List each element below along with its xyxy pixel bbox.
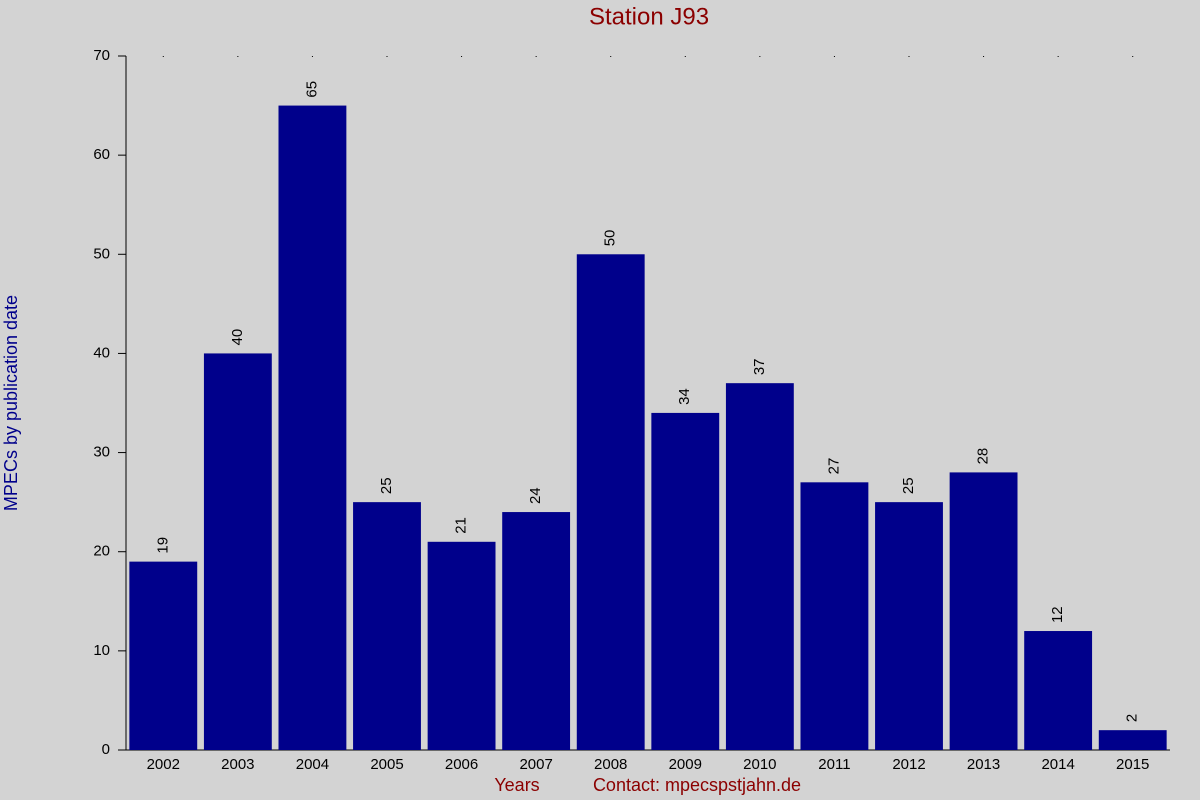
top-tick [610,56,612,57]
bar [576,254,645,751]
bar [278,105,347,751]
y-tick-label: 10 [93,642,110,659]
top-tick [162,56,164,57]
top-tick [983,56,985,57]
value-label: 12 [1049,606,1066,623]
x-tick-label: 2005 [370,756,403,773]
x-tick-label: 2012 [892,756,925,773]
x-tick-label: 2011 [818,756,850,773]
y-tick-label: 0 [102,741,110,758]
y-tick-label: 30 [93,444,110,461]
value-label: 2 [1124,714,1141,722]
value-label: 28 [975,448,992,465]
bar [129,561,198,750]
value-label: 37 [751,358,768,375]
x-tick-label: 2004 [296,756,329,773]
bar [949,472,1018,750]
x-tick-label: 2010 [743,756,776,773]
bar [353,502,421,750]
value-label: 25 [378,477,395,494]
y-tick-label: 70 [93,47,110,64]
value-label: 19 [154,537,171,554]
bar [875,502,943,750]
bar [800,482,869,750]
top-tick [461,56,463,57]
top-tick [759,56,761,57]
chart-title: Station J93 [589,3,709,30]
top-tick [1057,56,1059,57]
top-tick [535,56,537,57]
bar [502,512,571,750]
bar [1098,730,1167,750]
value-label: 65 [303,81,320,98]
x-tick-label: 2007 [519,756,552,773]
x-tick-label: 2013 [967,756,1000,773]
y-tick-label: 50 [93,245,110,262]
bar [725,383,794,750]
value-label: 50 [602,230,619,247]
top-tick [684,56,686,57]
top-tick [311,56,313,57]
x-axis-label: Years [494,775,539,795]
y-axis-label: MPECs by publication date [1,295,21,511]
x-tick-label: 2009 [669,756,702,773]
bar [1024,631,1093,750]
top-tick [386,56,388,57]
x-tick-label: 2008 [594,756,627,773]
x-tick-label: 2002 [147,756,180,773]
bar [427,541,496,750]
x-tick-label: 2015 [1116,756,1149,773]
value-label: 34 [676,388,693,405]
bar [651,412,720,750]
y-tick-label: 40 [93,344,110,361]
value-label: 25 [900,477,917,494]
top-tick [237,56,239,57]
x-tick-label: 2003 [221,756,254,773]
value-label: 27 [825,458,842,475]
top-tick [1132,56,1134,57]
top-tick [833,56,835,57]
value-label: 40 [229,329,246,346]
value-label: 24 [527,487,544,504]
y-tick-label: 60 [93,146,110,163]
x-tick-label: 2006 [445,756,478,773]
contact-note: Contact: mpecspstjahn.de [593,775,801,795]
value-label: 21 [453,517,470,534]
x-tick-label: 2014 [1041,756,1074,773]
top-tick [908,56,910,57]
y-tick-label: 20 [93,543,110,560]
bar [203,353,272,750]
